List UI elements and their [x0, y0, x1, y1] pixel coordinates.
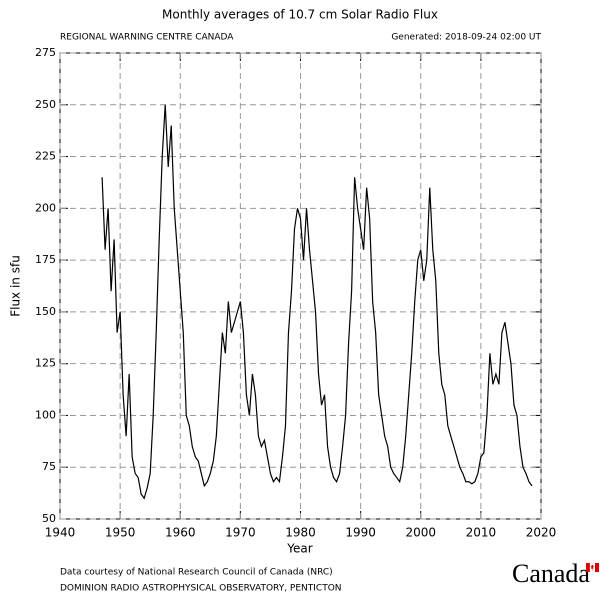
y-tick-label: 275 [35, 46, 56, 59]
x-tick-label: 2000 [405, 526, 436, 540]
x-tick-label: 1950 [105, 526, 136, 540]
x-tick-label: 2020 [526, 526, 557, 540]
footer-credit: Data courtesy of National Research Counc… [60, 568, 333, 578]
y-tick-label: 250 [35, 98, 56, 111]
y-tick-label: 125 [35, 357, 56, 370]
y-tick-label: 150 [35, 305, 56, 318]
x-tick-label: 1990 [345, 526, 376, 540]
y-tick-label: 50 [42, 512, 56, 525]
x-tick-label: 1980 [285, 526, 316, 540]
flux-line [101, 104, 533, 500]
y-tick-label: 200 [35, 201, 56, 214]
footer-observatory: DOMINION RADIO ASTROPHYSICAL OBSERVATORY… [60, 584, 342, 594]
y-tick-label: 100 [35, 408, 56, 421]
y-tick-label: 175 [35, 253, 56, 266]
chart-title: Monthly averages of 10.7 cm Solar Radio … [162, 8, 438, 22]
x-tick-label: 1970 [225, 526, 256, 540]
subtitle-right: Generated: 2018-09-24 02:00 UT [391, 33, 541, 43]
flag [586, 562, 599, 573]
y-tick-label: 225 [35, 150, 56, 163]
x-tick-label: 2010 [466, 526, 497, 540]
x-tick-label: 1960 [165, 526, 196, 540]
x-axis-label: Year [286, 542, 312, 556]
subtitle-left: REGIONAL WARNING CENTRE CANADA [60, 33, 234, 43]
y-tick-label: 75 [42, 460, 56, 473]
wordmark: Canada [512, 559, 590, 588]
x-tick-label: 1940 [45, 526, 76, 540]
y-axis-label: Flux in sfu [9, 255, 23, 317]
